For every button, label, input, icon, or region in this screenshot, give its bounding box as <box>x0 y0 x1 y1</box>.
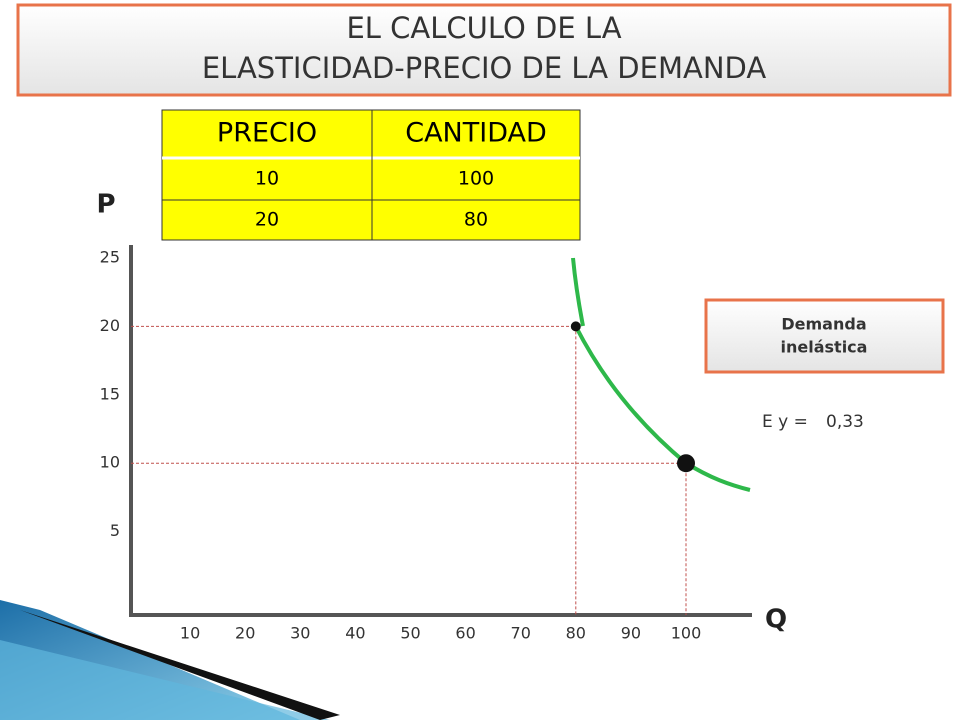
label-box <box>704 298 945 374</box>
table-cell: 20 <box>255 209 279 231</box>
axes <box>129 245 752 617</box>
table-header: PRECIO <box>217 118 317 149</box>
y-tick-label: 15 <box>100 384 120 403</box>
x-tick-label: 80 <box>566 624 586 643</box>
note-value: 0,33 <box>826 412 864 432</box>
x-axis-label: Q <box>765 605 787 635</box>
table-cell: 100 <box>458 168 494 190</box>
x-tick-label: 40 <box>345 624 365 643</box>
y-tick-label: 20 <box>100 316 120 335</box>
curve-extension <box>684 461 751 492</box>
y-axis-label: P <box>96 190 115 220</box>
x-tick-label: 90 <box>621 624 641 643</box>
swoosh <box>0 640 330 720</box>
demand-line <box>574 325 688 465</box>
x-tick-label: 70 <box>511 624 531 643</box>
label-text: Demanda <box>781 315 866 334</box>
label-text: inelástica <box>781 338 868 357</box>
table: PRECIO CANTIDAD 10 100 20 80 <box>161 109 581 241</box>
plot: 5 10 15 20 25 10 20 30 40 50 60 70 80 90 100 <box>100 248 702 643</box>
x-tick-label: 30 <box>290 624 310 643</box>
y-tick-label: 10 <box>100 453 120 472</box>
x-tick-label: 50 <box>400 624 420 643</box>
title-box <box>16 3 952 97</box>
y-tick-label: 25 <box>100 248 120 267</box>
table-bg <box>161 109 581 241</box>
y-tick-label: 5 <box>110 521 120 540</box>
swoosh-edge <box>20 610 340 720</box>
x-tick-label: 20 <box>235 624 255 643</box>
curve-extension <box>571 257 585 327</box>
title: EL CALCULO DE LA <box>346 11 621 45</box>
point <box>570 321 581 332</box>
note-label: E y = <box>762 412 808 432</box>
table-header: CANTIDAD <box>405 118 547 149</box>
table-cell: 10 <box>255 168 279 190</box>
x-tick-label: 60 <box>455 624 475 643</box>
point <box>677 454 695 473</box>
title: ELASTICIDAD-PRECIO DE LA DEMANDA <box>202 51 767 85</box>
x-tick-label: 10 <box>180 624 200 643</box>
table-cell: 80 <box>464 209 488 231</box>
x-tick-label: 100 <box>671 624 702 643</box>
